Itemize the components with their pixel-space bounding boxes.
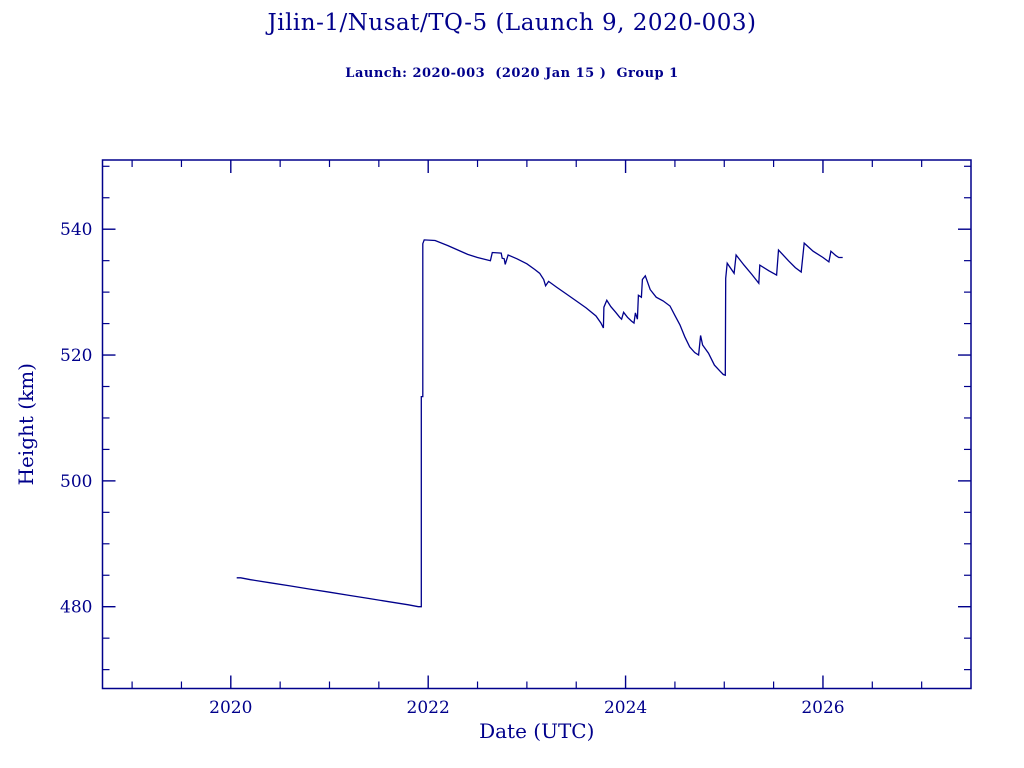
data-line-height-km xyxy=(236,239,843,608)
chart-title: Jilin-1/Nusat/TQ-5 (Launch 9, 2020-003) xyxy=(267,10,757,36)
plot-frame xyxy=(101,159,972,690)
y-axis-label: Height (km) xyxy=(14,363,38,485)
x-tick-label: 2024 xyxy=(604,698,647,718)
chart-subtitle: Launch: 2020-003 (2020 Jan 15 ) Group 1 xyxy=(345,66,679,81)
x-tick-label: 2022 xyxy=(407,698,450,718)
y-tick-label: 520 xyxy=(60,346,92,366)
y-tick-label: 540 xyxy=(60,220,92,240)
x-tick-label: 2026 xyxy=(801,698,844,718)
x-tick-label: 2020 xyxy=(209,698,252,718)
y-tick-label: 500 xyxy=(60,472,92,492)
x-axis-label: Date (UTC) xyxy=(479,719,594,743)
y-tick-label: 480 xyxy=(60,598,92,618)
